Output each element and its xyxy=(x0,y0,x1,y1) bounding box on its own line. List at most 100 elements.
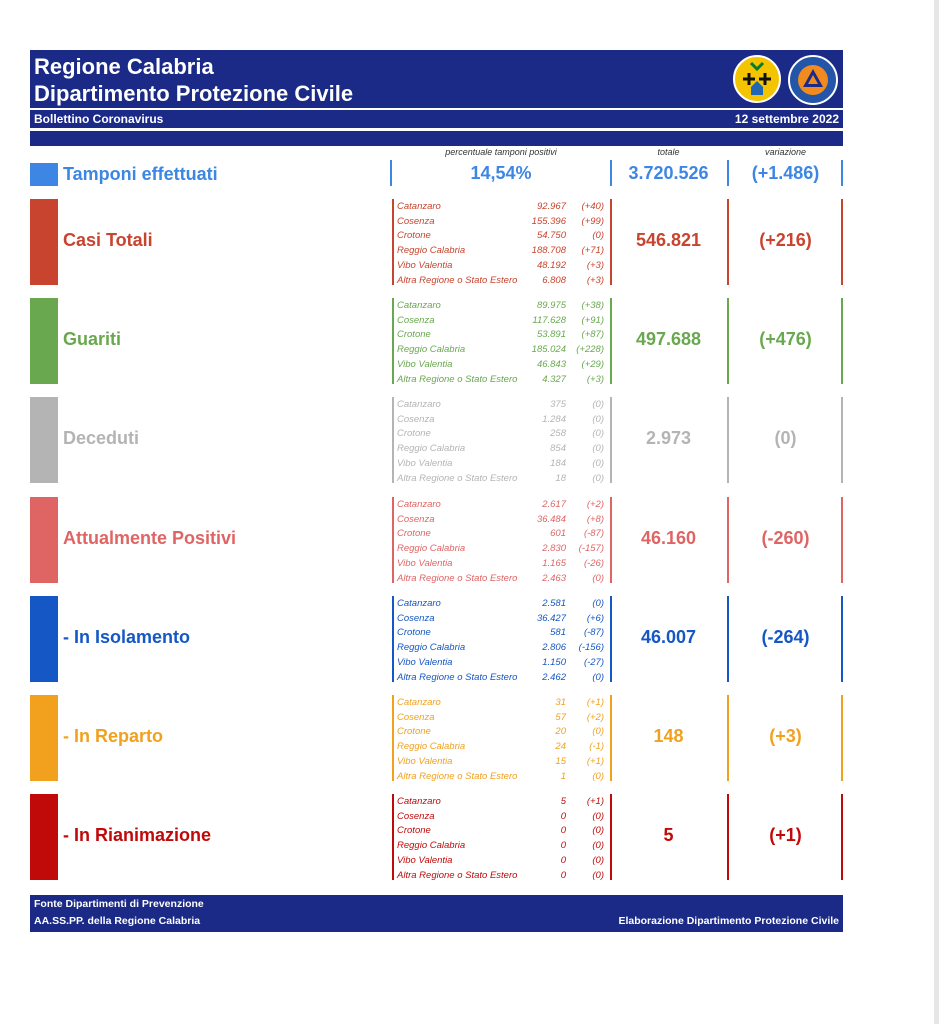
province-name: Reggio Calabria xyxy=(397,344,466,356)
guariti-label: Guariti xyxy=(63,329,122,349)
in-rianimazione-label: - In Rianimazione xyxy=(63,825,212,845)
province-delta: (0) xyxy=(592,457,604,469)
regione-calabria-logo-icon xyxy=(733,55,781,103)
province-name: Altra Regione o Stato Estero xyxy=(397,671,518,683)
section-divider xyxy=(610,397,612,483)
in-rianimazione-color-bar xyxy=(30,794,58,880)
province-value: 185.024 xyxy=(531,344,566,356)
elaboration-credit: Elaborazione Dipartimento Protezione Civ… xyxy=(618,915,839,927)
section-divider xyxy=(841,397,843,483)
province-delta: (+71) xyxy=(581,245,604,257)
province-name: Cosenza xyxy=(397,810,435,822)
province-value: 0 xyxy=(560,869,566,881)
province-name: Reggio Calabria xyxy=(397,443,466,455)
province-name: Vibo Valentia xyxy=(397,656,453,668)
right-edge-strip xyxy=(934,0,939,1024)
province-name: Vibo Valentia xyxy=(397,457,453,469)
section-divider xyxy=(392,199,394,285)
province-name: Altra Regione o Stato Estero xyxy=(397,869,518,881)
in-reparto-section: - In Reparto Catanzaro 31 (+1) Cosenza 57 (+2)… xyxy=(30,693,843,783)
province-value: 6.808 xyxy=(542,274,566,286)
province-name: Crotone xyxy=(397,428,431,440)
province-value: 36.484 xyxy=(536,513,566,525)
province-name: Vibo Valentia xyxy=(397,755,453,767)
tamponi-color-bar xyxy=(30,163,58,186)
bulletin-page: Regione Calabria Dipartimento Protezione… xyxy=(30,50,843,932)
province-name: Reggio Calabria xyxy=(397,741,466,753)
section-divider xyxy=(392,397,394,483)
bulletin-date: 12 settembre 2022 xyxy=(734,112,839,126)
header-banner: Regione Calabria Dipartimento Protezione… xyxy=(30,50,843,128)
in-isolamento-variation: (-264) xyxy=(761,627,810,647)
province-name: Cosenza xyxy=(397,215,435,227)
header-band xyxy=(30,131,843,146)
deceduti-variation: (0) xyxy=(774,428,797,448)
province-name: Catanzaro xyxy=(397,697,441,708)
tamponi-total: 3.720.526 xyxy=(628,163,709,183)
province-value: 0 xyxy=(560,840,566,852)
in-rianimazione-variation: (+1) xyxy=(769,825,802,845)
province-delta: (0) xyxy=(592,869,604,881)
department-title: Dipartimento Protezione Civile xyxy=(34,81,354,106)
province-delta: (0) xyxy=(592,230,604,242)
section-divider xyxy=(727,497,729,583)
section-divider xyxy=(610,199,612,285)
province-delta: (+99) xyxy=(581,215,604,227)
province-delta: (+6) xyxy=(586,612,604,624)
header-divider xyxy=(30,108,843,110)
casi-totali-total: 546.821 xyxy=(635,230,702,250)
province-value: 4.327 xyxy=(542,373,566,385)
province-value: 854 xyxy=(550,443,566,455)
province-value: 117.628 xyxy=(532,314,566,326)
section-divider xyxy=(841,497,843,583)
province-delta: (+8) xyxy=(586,513,604,525)
total-column-header: totale xyxy=(657,147,680,157)
province-delta: (0) xyxy=(592,443,604,455)
province-name: Cosenza xyxy=(397,413,435,425)
province-value: 1.150 xyxy=(542,656,566,668)
in-rianimazione-section: - In Rianimazione Catanzaro 5 (+1) Cosenza 0 (… xyxy=(30,792,843,882)
province-delta: (+2) xyxy=(586,711,604,723)
province-value: 184 xyxy=(550,457,566,469)
section-divider xyxy=(841,199,843,285)
tamponi-percent: 14,54% xyxy=(470,163,532,183)
section-divider xyxy=(610,298,612,384)
in-isolamento-color-bar xyxy=(30,596,58,682)
province-value: 188.708 xyxy=(531,245,566,257)
casi-totali-section: Casi Totali Catanzaro 92.967 (+40) Cosenza 15… xyxy=(30,197,843,287)
province-value: 2.462 xyxy=(542,671,566,683)
section-divider xyxy=(727,596,729,682)
province-value: 46.843 xyxy=(536,358,566,370)
section-divider xyxy=(610,695,612,781)
province-value: 1.284 xyxy=(542,413,566,425)
province-name: Catanzaro xyxy=(397,399,441,410)
section-divider xyxy=(727,298,729,384)
province-value: 31 xyxy=(555,697,566,708)
in-reparto-total: 148 xyxy=(653,726,684,746)
province-name: Altra Regione o Stato Estero xyxy=(397,274,518,286)
tamponi-variation: (+1.486) xyxy=(751,163,820,183)
province-value: 36.427 xyxy=(536,612,566,624)
in-isolamento-section: - In Isolamento Catanzaro 2.581 (0) Cosenza 3… xyxy=(30,594,843,684)
province-delta: (0) xyxy=(592,399,604,410)
province-name: Altra Regione o Stato Estero xyxy=(397,472,518,484)
province-name: Crotone xyxy=(397,230,431,242)
province-name: Cosenza xyxy=(397,513,435,525)
province-value: 15 xyxy=(555,755,566,767)
attualmente-positivi-variation: (-260) xyxy=(761,528,810,548)
deceduti-label: Deceduti xyxy=(63,428,140,448)
province-value: 53.891 xyxy=(536,329,566,341)
province-name: Catanzaro xyxy=(397,300,441,311)
province-value: 1.165 xyxy=(542,557,566,569)
province-name: Reggio Calabria xyxy=(397,543,466,555)
province-name: Altra Regione o Stato Estero xyxy=(397,572,518,584)
province-delta: (-1) xyxy=(589,741,604,753)
province-name: Altra Regione o Stato Estero xyxy=(397,770,518,782)
province-name: Catanzaro xyxy=(397,201,441,212)
province-value: 0 xyxy=(560,854,566,866)
province-delta: (0) xyxy=(592,472,604,484)
province-value: 5 xyxy=(560,796,566,807)
deceduti-total: 2.973 xyxy=(645,428,692,448)
province-value: 24 xyxy=(555,741,566,753)
section-divider xyxy=(610,497,612,583)
